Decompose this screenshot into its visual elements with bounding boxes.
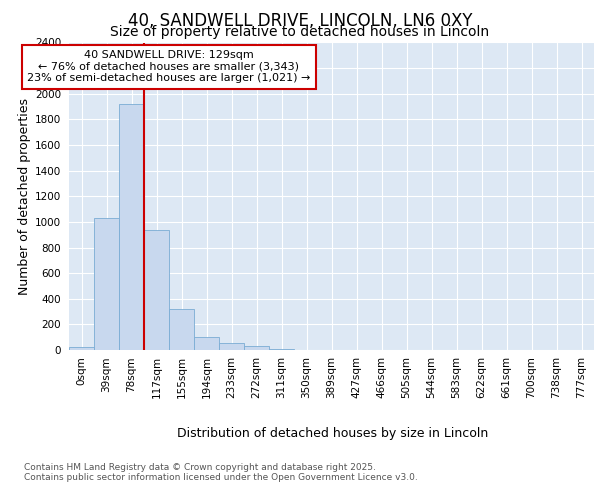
- Bar: [94, 218, 119, 350]
- Bar: [169, 309, 194, 350]
- Text: Size of property relative to detached houses in Lincoln: Size of property relative to detached ho…: [110, 25, 490, 39]
- Bar: [144, 230, 169, 350]
- Bar: [119, 104, 144, 350]
- Bar: [69, 348, 94, 350]
- Text: Contains HM Land Registry data © Crown copyright and database right 2025.
Contai: Contains HM Land Registry data © Crown c…: [24, 462, 418, 482]
- Y-axis label: Number of detached properties: Number of detached properties: [18, 98, 31, 294]
- Text: 40, SANDWELL DRIVE, LINCOLN, LN6 0XY: 40, SANDWELL DRIVE, LINCOLN, LN6 0XY: [128, 12, 472, 30]
- Text: Distribution of detached houses by size in Lincoln: Distribution of detached houses by size …: [178, 428, 488, 440]
- Bar: [194, 337, 219, 350]
- Bar: [244, 346, 269, 350]
- Bar: [219, 343, 244, 350]
- Text: 40 SANDWELL DRIVE: 129sqm
← 76% of detached houses are smaller (3,343)
23% of se: 40 SANDWELL DRIVE: 129sqm ← 76% of detac…: [28, 50, 311, 84]
